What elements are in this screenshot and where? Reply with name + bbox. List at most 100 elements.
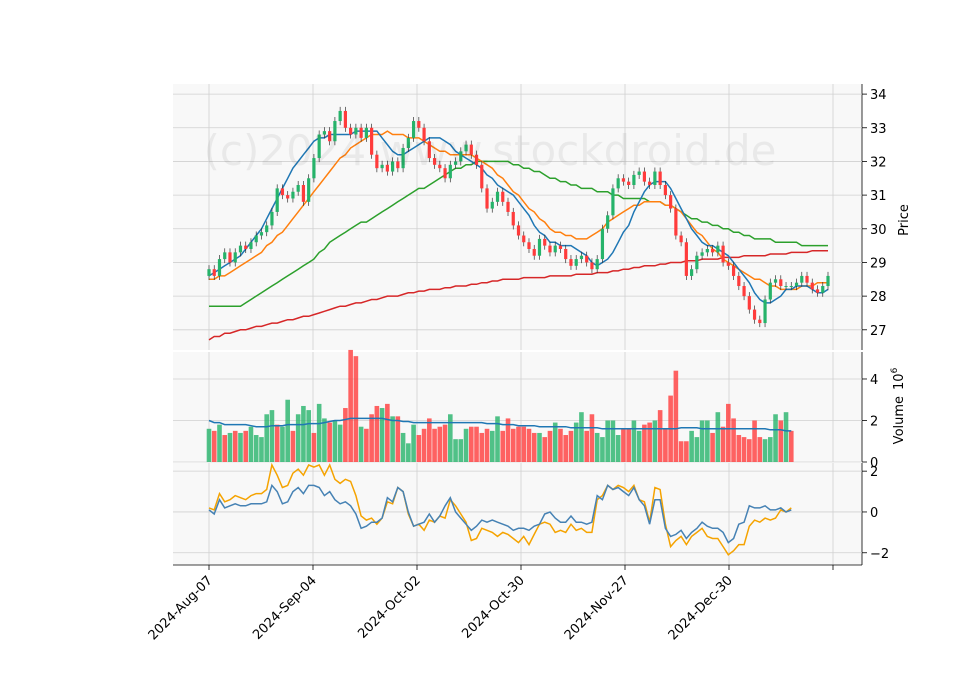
volume-bar xyxy=(337,424,343,462)
candle-body xyxy=(658,171,662,186)
volume-bar xyxy=(699,420,705,462)
candle-body xyxy=(648,181,652,186)
volume-bar xyxy=(537,432,542,462)
candle-body xyxy=(354,127,358,135)
x-tick-label: 2024-Nov-27 xyxy=(562,573,632,643)
volume-bar xyxy=(531,432,537,462)
candle-body xyxy=(621,178,626,182)
x-tick-label: 2024-Dec-30 xyxy=(666,573,736,643)
ma-short-line xyxy=(208,130,829,304)
candle-body xyxy=(286,195,290,199)
volume-bar xyxy=(589,414,595,462)
candle-body xyxy=(585,255,589,263)
volume-ytick-label: 0 xyxy=(870,456,878,471)
ma-long-line xyxy=(209,160,828,307)
candle-body xyxy=(338,110,342,122)
volume-bar xyxy=(657,410,663,462)
x-tick-label: 2024-Oct-02 xyxy=(355,573,423,641)
volume-bar xyxy=(316,403,322,462)
volume-bar xyxy=(600,437,605,462)
volume-bar xyxy=(479,432,485,462)
price-panel: 27 28 29 30 31 32 33 34 xyxy=(173,84,887,350)
volume-bar xyxy=(369,414,374,462)
volume-bar xyxy=(767,437,773,462)
candle-body xyxy=(270,211,274,226)
volume-bar xyxy=(605,420,610,462)
candle-body xyxy=(459,151,463,162)
volume-bar xyxy=(552,422,558,462)
oscillator-ytick-label: 0 xyxy=(870,506,878,521)
candle-body xyxy=(223,252,227,260)
volume-bar xyxy=(678,441,684,462)
oscillator-series-a xyxy=(208,462,792,556)
volume-axis-label-text: Volume xyxy=(892,396,907,444)
volume-bar xyxy=(500,430,506,462)
volume-bar xyxy=(311,432,317,462)
price-ytick-label: 27 xyxy=(870,324,887,339)
volume-bar xyxy=(773,414,778,462)
candle-body xyxy=(207,269,211,276)
volume-bar xyxy=(542,437,548,462)
volume-bar xyxy=(573,422,579,462)
candle-body xyxy=(616,178,620,189)
volume-bar xyxy=(636,430,642,462)
volume-bar xyxy=(217,424,222,462)
candle-body xyxy=(485,188,489,209)
candle-body xyxy=(548,245,552,253)
candle-body xyxy=(653,171,657,186)
price-ytick-label: 28 xyxy=(870,290,887,305)
volume-bar xyxy=(253,435,259,462)
volume-bar xyxy=(568,430,574,462)
candle-body xyxy=(522,235,526,243)
volume-bar xyxy=(306,410,311,462)
volume-bar xyxy=(762,439,768,462)
candle-body xyxy=(275,188,279,212)
price-ytick-label: 32 xyxy=(870,155,887,170)
candle-body xyxy=(364,127,368,138)
volume-bar xyxy=(579,412,584,462)
volume-bar xyxy=(663,428,668,462)
price-background xyxy=(173,84,862,350)
volume-bar xyxy=(448,414,453,462)
volume-bar xyxy=(243,430,249,462)
candle-body xyxy=(432,158,437,165)
volume-bar xyxy=(652,420,658,462)
volume-bar xyxy=(521,426,527,462)
candle-body xyxy=(469,144,473,155)
price-ytick-label: 33 xyxy=(870,122,887,137)
oscillator-background xyxy=(173,463,862,565)
volume-bar xyxy=(715,412,721,462)
candle-body xyxy=(301,185,306,202)
volume-bar xyxy=(631,420,637,462)
volume-bar xyxy=(327,422,332,462)
candle-body xyxy=(380,164,384,169)
candle-body xyxy=(810,282,814,290)
candle-body xyxy=(527,242,531,249)
candle-body xyxy=(574,259,578,266)
candle-body xyxy=(343,110,347,128)
volume-bar xyxy=(274,424,280,462)
candle-body xyxy=(537,238,542,256)
candle-body xyxy=(411,121,416,138)
candle-body xyxy=(600,228,605,260)
candle-body xyxy=(794,282,799,287)
volume-bar xyxy=(353,356,359,462)
volume-ma-line xyxy=(208,417,792,432)
candle-body xyxy=(763,299,767,324)
candle-body xyxy=(280,188,285,196)
volume-bar xyxy=(495,416,500,462)
candle-body xyxy=(244,245,248,249)
candle-body xyxy=(815,289,820,293)
volume-bar xyxy=(248,426,254,462)
volume-bar xyxy=(621,428,626,462)
volume-bar xyxy=(689,430,694,462)
candle-body xyxy=(595,259,599,270)
volume-bar xyxy=(442,424,448,462)
candle-body xyxy=(789,286,793,288)
x-tick-label: 2024-Oct-30 xyxy=(459,573,527,641)
volume-bar xyxy=(358,426,364,462)
volume-bar xyxy=(385,403,390,462)
candle-body xyxy=(516,225,521,236)
